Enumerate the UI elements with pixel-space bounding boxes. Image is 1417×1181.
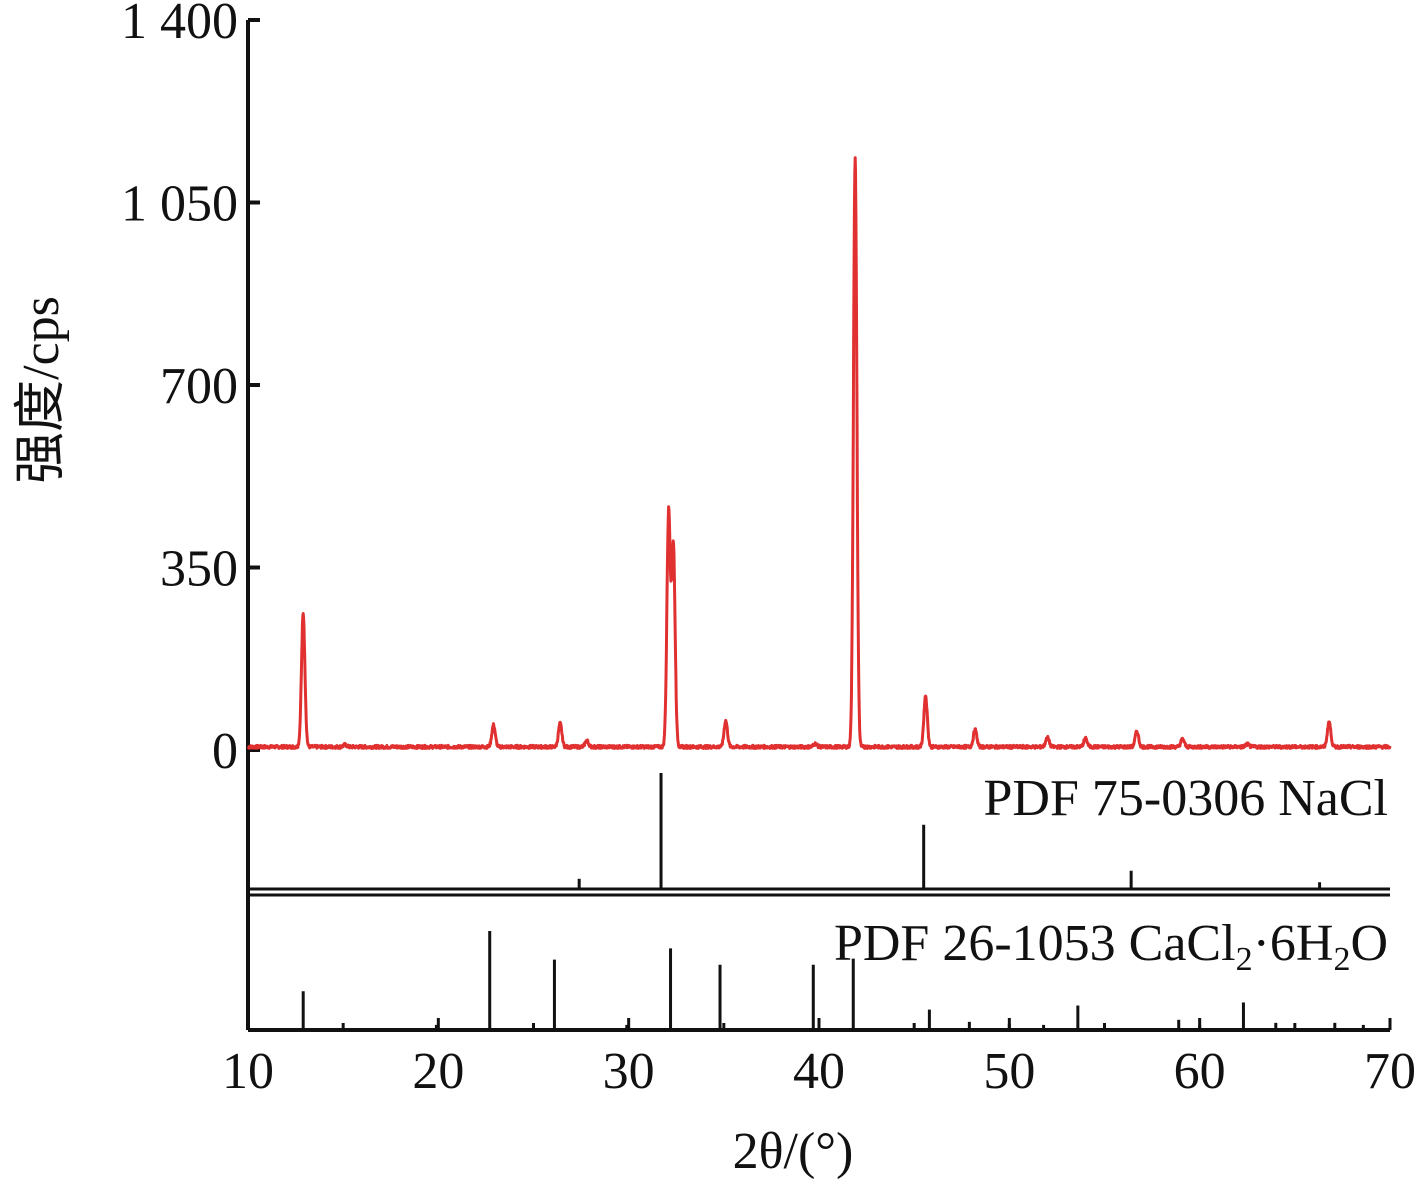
x-tick-label: 20 — [412, 1043, 464, 1100]
labels: 强度/cps 2θ/(°) — [13, 296, 853, 1180]
x-tick-label: 40 — [793, 1043, 845, 1100]
reference-label-cacl2: PDF 26-1053 CaCl2·6H2O — [834, 915, 1388, 978]
x-axis-title: 2θ/(°) — [733, 1123, 854, 1180]
y-tick-label: 700 — [160, 358, 238, 415]
reference-pattern-1 — [577, 773, 1322, 888]
reference-label-nacl: PDF 75-0306 NaCl — [984, 770, 1388, 827]
reference-patterns: PDF 75-0306 NaCl PDF 26-1053 CaCl2·6H2O — [301, 770, 1388, 1030]
y-axis-title: 强度/cps — [13, 296, 70, 484]
y-tick-label: 0 — [212, 723, 238, 780]
y-tick-label: 1 050 — [121, 176, 238, 233]
x-tick-label: 30 — [603, 1043, 655, 1100]
reference-pattern-2 — [301, 931, 1365, 1030]
diffraction-trace-layer — [246, 156, 1392, 750]
x-tick-label: 50 — [983, 1043, 1035, 1100]
y-tick-label: 350 — [160, 541, 238, 598]
x-tick-label: 60 — [1174, 1043, 1226, 1100]
y-tick-label: 1 400 — [121, 0, 238, 50]
x-tick-label: 10 — [222, 1043, 274, 1100]
diffraction-trace — [246, 156, 1392, 750]
axes: 0 350 700 1 050 1 400 10 20 30 40 50 60 70 — [121, 0, 1416, 1100]
x-tick-label: 70 — [1364, 1043, 1416, 1100]
